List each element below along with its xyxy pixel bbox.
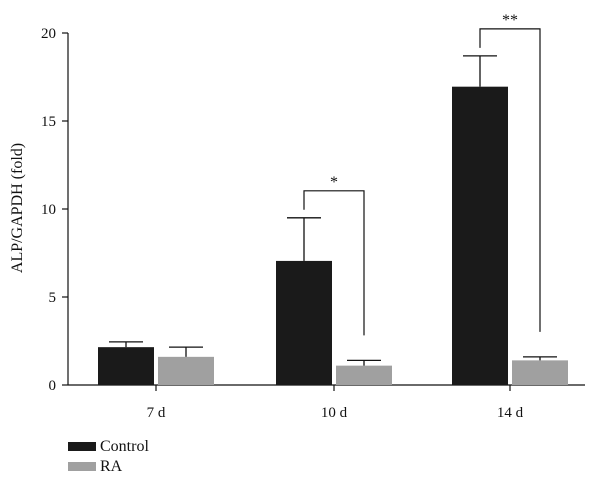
- legend-swatch-control: [68, 442, 96, 451]
- significance-label: *: [330, 174, 338, 191]
- legend-label-control: Control: [100, 438, 149, 455]
- significance-bracket: [303, 190, 365, 336]
- significance-bracket: [479, 28, 541, 332]
- legend: Control RA: [68, 438, 149, 475]
- x-tick-label: 10 d: [321, 405, 348, 421]
- y-tick-label: 20: [41, 26, 56, 42]
- legend-swatch-ra: [68, 462, 96, 471]
- bar-ra-1: [336, 365, 392, 385]
- y-axis-title: ALP/GAPDH (fold): [9, 143, 26, 273]
- bar-control-1: [276, 260, 332, 385]
- bars: [98, 86, 568, 386]
- y-tick-label: 15: [41, 114, 56, 130]
- legend-label-ra: RA: [100, 458, 123, 475]
- y-tick-label: 5: [49, 290, 57, 306]
- bar-control-0: [98, 347, 154, 385]
- x-tick-label: 14 d: [497, 405, 524, 421]
- significance-label: **: [502, 12, 518, 29]
- error-bars: [109, 55, 557, 366]
- bar-ra-0: [158, 356, 214, 385]
- y-tick-label: 0: [49, 378, 57, 394]
- x-tick-label: 7 d: [147, 405, 166, 421]
- bar-control-2: [452, 86, 508, 386]
- bar-ra-2: [512, 360, 568, 385]
- significance-brackets: ***: [303, 12, 541, 336]
- axes: 0 5 10 15 20 7 d 10 d 14 d: [41, 26, 585, 421]
- y-tick-label: 10: [41, 202, 56, 218]
